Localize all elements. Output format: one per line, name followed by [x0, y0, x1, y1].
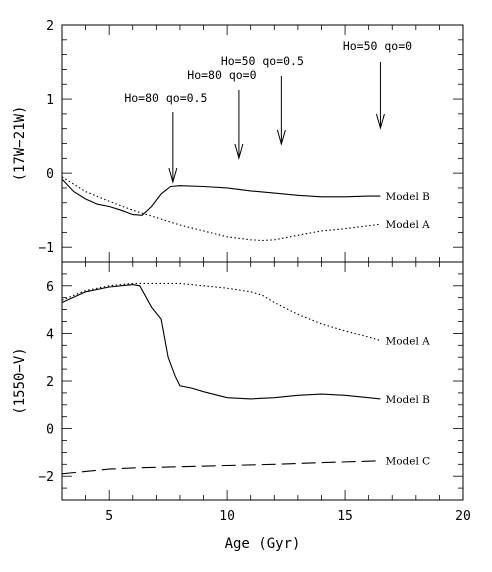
bottom-series-model-c — [61, 460, 381, 475]
annotation-arrowhead — [375, 113, 385, 130]
bottom-series-label-model-c: Model C — [385, 456, 430, 468]
x-axis-label: Age (Gyr) — [225, 536, 301, 552]
annotation-label: Ho=80 qo=0 — [187, 68, 256, 82]
top-series-model-b — [61, 178, 381, 216]
annotation-label: Ho=50 qo=0 — [343, 39, 412, 53]
bottom-panel: −2 0 2 4 6 5 10 15 20 Model A Model B Model C — [38, 261, 471, 524]
bottom-y-tick-label: 2 — [46, 375, 54, 390]
top-panel: −1 0 1 2 Model B Model A Ho=80 qo=0.5 Ho=80 qo=… — [38, 19, 464, 263]
annotation-label: Ho=50 qo=0.5 — [221, 54, 304, 68]
bottom-series-label-model-a: Model A — [385, 336, 430, 348]
bottom-y-tick-label: −2 — [38, 470, 54, 485]
annotation-arrowhead — [276, 129, 286, 146]
bottom-x-tick-label: 20 — [455, 509, 471, 524]
top-y-tick-label: 1 — [46, 93, 54, 108]
bottom-y-tick-label: 6 — [46, 280, 54, 295]
bottom-series-label-model-b: Model B — [385, 394, 430, 406]
top-y-tick-label: 2 — [46, 19, 54, 34]
bottom-y-tick-label: 4 — [46, 327, 54, 342]
top-y-axis-label: (17W−21W) — [12, 106, 28, 182]
bottom-series-model-b — [61, 284, 381, 400]
top-series-model-a — [61, 176, 381, 242]
axis-labels: (17W−21W) (1550−V) Age (Gyr) — [12, 106, 300, 552]
top-y-tick-label: −1 — [38, 241, 54, 256]
top-series-label-model-b: Model B — [385, 191, 430, 203]
bottom-x-tick-label: 15 — [337, 509, 353, 524]
top-series-label-model-a: Model A — [385, 219, 430, 231]
bottom-y-tick-label: 0 — [46, 423, 54, 438]
annotation-label: Ho=80 qo=0.5 — [124, 91, 207, 105]
annotation-arrowhead — [168, 167, 178, 184]
bottom-y-axis-label: (1550−V) — [12, 347, 28, 414]
bottom-series-model-a — [61, 282, 381, 342]
bottom-x-tick-label: 5 — [105, 509, 113, 524]
bottom-x-tick-label: 10 — [219, 509, 235, 524]
annotation-arrowhead — [234, 143, 244, 160]
top-y-tick-label: 0 — [46, 167, 54, 182]
